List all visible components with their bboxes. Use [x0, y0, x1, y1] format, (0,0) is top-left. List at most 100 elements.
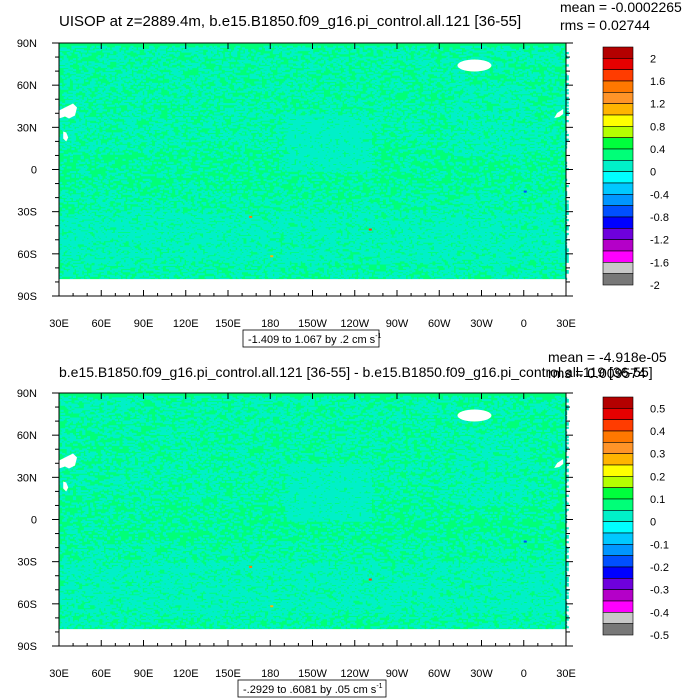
- colorbar-label: -0.3: [650, 585, 669, 597]
- colorbar-label: -0.1: [650, 539, 669, 551]
- colorbar-swatch: [602, 228, 634, 240]
- range-label: -.2929 to .6081 by .05 cm s-1: [243, 683, 383, 696]
- colorbar-swatch: [602, 46, 634, 59]
- extreme-value-cell: [368, 578, 372, 581]
- colorbar-swatch: [602, 103, 634, 116]
- x-tick-label: 30W: [470, 668, 493, 680]
- panel-top: UISOP at z=2889.4m, b.e15.B1850.f09_g16.…: [17, 0, 682, 348]
- colorbar-swatch: [602, 80, 634, 93]
- x-tick-label: 60W: [428, 668, 451, 680]
- colorbar-label: 0.5: [650, 403, 665, 415]
- colorbar-swatch: [602, 194, 634, 206]
- colorbar-label: -0.4: [650, 189, 669, 201]
- x-tick-label: 120E: [173, 668, 199, 680]
- colorbar-swatch: [602, 498, 634, 511]
- colorbar-label: 0.1: [650, 494, 665, 506]
- colorbar-label: 0.3: [650, 449, 665, 461]
- y-tick-label: 30N: [17, 472, 37, 484]
- coast-mask-east: [554, 459, 564, 469]
- y-tick-label: 90N: [17, 38, 37, 50]
- y-tick-label: 60N: [17, 430, 37, 442]
- colorbar-swatch: [602, 262, 634, 274]
- x-tick-label: 0: [521, 668, 527, 680]
- colorbar-swatch: [602, 92, 634, 104]
- colorbar-swatch: [602, 623, 634, 636]
- x-tick-label: 90E: [134, 668, 154, 680]
- colorbar-label: 0.8: [650, 121, 665, 133]
- x-tick-label: 30E: [556, 668, 576, 680]
- colorbar-swatch: [602, 396, 634, 409]
- chart-title: b.e15.B1850.f09_g16.pi_control.all.121 […: [59, 364, 653, 380]
- colorbar-swatch: [602, 589, 634, 602]
- colorbar-label: 1.6: [650, 76, 665, 88]
- coast-mask-west: [59, 103, 77, 119]
- x-tick-label: 150W: [298, 318, 327, 330]
- range-label-border: [237, 679, 387, 698]
- x-tick-label: 30E: [49, 318, 69, 330]
- colorbar-label: 2: [650, 53, 656, 65]
- colorbar-swatch: [602, 612, 634, 624]
- x-tick-label: 60E: [91, 668, 111, 680]
- y-tick-label: 60N: [17, 80, 37, 92]
- colorbar-swatch: [602, 453, 634, 466]
- chart-title: UISOP at z=2889.4m, b.e15.B1850.f09_g16.…: [59, 13, 521, 30]
- x-tick-label: 90W: [386, 668, 409, 680]
- x-tick-label: 60E: [91, 318, 111, 330]
- colorbar-label: 1.2: [650, 99, 665, 111]
- colorbar-swatch: [602, 137, 634, 150]
- range-label: -1.409 to 1.067 by .2 cm s-1: [248, 333, 382, 346]
- x-tick-label: 150W: [298, 668, 327, 680]
- x-tick-label: 150E: [215, 668, 241, 680]
- colorbar-swatch: [602, 69, 634, 82]
- x-tick-label: 0: [521, 318, 527, 330]
- colorbar-swatch: [602, 555, 634, 568]
- colorbar-swatch: [602, 250, 634, 263]
- colorbar-swatch: [602, 487, 634, 500]
- colorbar-swatch: [602, 205, 634, 218]
- x-tick-label: 90E: [134, 318, 154, 330]
- mean-stat: mean = -0.0002265: [560, 0, 682, 15]
- range-label-border: [242, 329, 380, 348]
- y-tick-label: 30S: [17, 207, 37, 219]
- colorbar-swatch: [602, 148, 634, 161]
- greenland-mask: [457, 409, 492, 422]
- x-tick-label: 30E: [556, 318, 576, 330]
- x-tick-label: 120E: [173, 318, 199, 330]
- colorbar-label: -0.8: [650, 212, 669, 224]
- colorbar-label: -1.6: [650, 257, 669, 269]
- extreme-value-cell: [249, 215, 253, 218]
- colorbar: 0.5 0.4 0.3 0.2 0.1 0 -0.1 -0.2 -0.3 -0.4 -0.5: [602, 396, 669, 642]
- x-tick-label: 150E: [215, 318, 241, 330]
- colorbar-label: -0.2: [650, 562, 669, 574]
- colorbar-label: -0.4: [650, 607, 669, 619]
- y-tick-label: 90S: [17, 641, 37, 653]
- colorbar-swatch: [602, 578, 634, 590]
- colorbar-swatch: [602, 239, 634, 252]
- colorbar-swatch: [602, 521, 634, 534]
- colorbar-label: 0.4: [650, 426, 665, 438]
- greenland-mask: [457, 59, 492, 72]
- colorbar-label: 0.4: [650, 144, 665, 156]
- cyan-anomaly-cells: [59, 45, 569, 280]
- x-tick-label: 120W: [340, 668, 369, 680]
- colorbar-swatch: [602, 510, 634, 522]
- colorbar-swatch: [602, 566, 634, 579]
- x-tick-label: 30E: [49, 668, 69, 680]
- colorbar: 2 1.6 1.2 0.8 0.4 0 -0.4 -0.8 -1.2 -1.6 -2: [602, 46, 669, 292]
- colorbar-swatch: [602, 532, 634, 545]
- colorbar-swatch: [602, 430, 634, 443]
- colorbar-swatch: [602, 408, 634, 420]
- colorbar-label: -0.5: [650, 630, 669, 642]
- coast-mask-west: [59, 453, 77, 469]
- colorbar-label: 0.2: [650, 471, 665, 483]
- range-label-box: -.2929 to .6081 by .05 cm s-1: [237, 679, 387, 698]
- colorbar-swatch: [602, 182, 634, 195]
- extreme-value-cell: [523, 540, 527, 543]
- coast-mask-east: [554, 109, 564, 119]
- x-tick-label: 180: [261, 318, 279, 330]
- colorbar-swatch: [602, 126, 634, 138]
- extreme-value-cell: [270, 605, 274, 608]
- colorbar-swatch: [602, 58, 634, 70]
- colorbar-swatch: [602, 171, 634, 184]
- extreme-value-cell: [270, 255, 274, 258]
